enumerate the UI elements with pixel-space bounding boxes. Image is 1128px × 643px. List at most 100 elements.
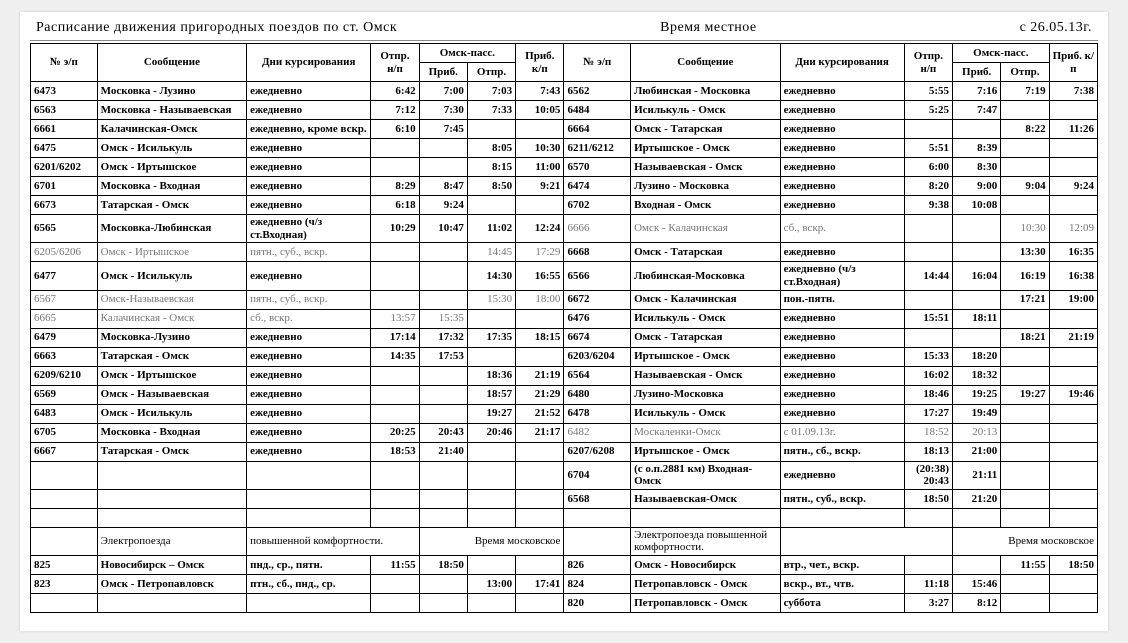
train-num: 6476: [564, 309, 631, 328]
train-num: 6482: [564, 423, 631, 442]
dep: 18:57: [467, 385, 515, 404]
route: Называевская - Омск: [631, 158, 780, 177]
days: ежедневно: [780, 309, 904, 328]
days: ежедневно: [780, 243, 904, 262]
dep: [1001, 404, 1049, 423]
route: Входная - Омск: [631, 196, 780, 215]
dep: [467, 196, 515, 215]
dep-np: 14:35: [371, 347, 419, 366]
arr: 7:30: [419, 101, 467, 120]
days: ежедневно: [780, 404, 904, 423]
route: Омск - Калачинская: [631, 290, 780, 309]
arr: [953, 328, 1001, 347]
arr-kp: 18:00: [516, 290, 564, 309]
dep: 19:27: [1001, 385, 1049, 404]
table-head: № э/п Сообщение Дни курсирования Отпр. н…: [31, 44, 1098, 82]
days: ежедневно: [780, 366, 904, 385]
train-num: 6664: [564, 120, 631, 139]
schedule-table: № э/п Сообщение Дни курсирования Отпр. н…: [30, 43, 1098, 613]
dep: [467, 442, 515, 461]
dep: 7:33: [467, 101, 515, 120]
dep-np: [904, 243, 952, 262]
col-route: Сообщение: [97, 44, 246, 82]
route: Калачинская-Омск: [97, 120, 246, 139]
train-num: 6705: [31, 423, 98, 442]
dep-np: 3:27: [904, 594, 952, 613]
col-omsk-pass: Омск-пасс.: [419, 44, 516, 63]
days: ежедневно: [780, 101, 904, 120]
arr-kp: 16:35: [1049, 243, 1097, 262]
arr-kp: 21:17: [516, 423, 564, 442]
route: Называевская - Омск: [631, 366, 780, 385]
train-num: 6667: [31, 442, 98, 461]
arr-kp: 21:19: [516, 366, 564, 385]
route: Петропавловск - Омск: [631, 575, 780, 594]
arr-kp: [1049, 366, 1097, 385]
dep: 13:00: [467, 575, 515, 594]
train-num: 6477: [31, 262, 98, 290]
arr-kp: [516, 442, 564, 461]
table-row: 6475Омск - Исилькульежедневно8:0510:3062…: [31, 139, 1098, 158]
arr: 8:39: [953, 139, 1001, 158]
train-num: 826: [564, 556, 631, 575]
train-num: 6205/6206: [31, 243, 98, 262]
dep-np: 17:14: [371, 328, 419, 347]
dep: 11:55: [1001, 556, 1049, 575]
arr: [419, 158, 467, 177]
arr-kp: [1049, 594, 1097, 613]
arr-kp: 19:00: [1049, 290, 1097, 309]
dep: 19:27: [467, 404, 515, 423]
arr: 8:12: [953, 594, 1001, 613]
dep-np: 14:44: [904, 262, 952, 290]
arr-kp: 18:50: [1049, 556, 1097, 575]
train-num: 6201/6202: [31, 158, 98, 177]
dep-np: 11:55: [371, 556, 419, 575]
arr: [419, 290, 467, 309]
arr: 9:24: [419, 196, 467, 215]
route: Омск - Новосибирск: [631, 556, 780, 575]
arr-kp: 12:09: [1049, 215, 1097, 243]
arr-kp: 9:24: [1049, 177, 1097, 196]
dep: 18:36: [467, 366, 515, 385]
train-num: 6479: [31, 328, 98, 347]
dep: [1001, 158, 1049, 177]
train-num: 6480: [564, 385, 631, 404]
days: с 01.09.13г.: [780, 423, 904, 442]
train-num: 6474: [564, 177, 631, 196]
route: Омск - Татарская: [631, 328, 780, 347]
dep-np: 8:20: [904, 177, 952, 196]
days: пятн., суб., вскр.: [780, 489, 904, 508]
days: пятн., суб., вскр.: [247, 243, 371, 262]
arr: 19:49: [953, 404, 1001, 423]
route: Омск - Калачинская: [631, 215, 780, 243]
dep: [1001, 594, 1049, 613]
table-row: 6705Московка - Входнаяежедневно20:2520:4…: [31, 423, 1098, 442]
days: ежедневно: [247, 385, 371, 404]
arr: [953, 290, 1001, 309]
table-row: 6701Московка - Входнаяежедневно8:298:478…: [31, 177, 1098, 196]
dep: 8:15: [467, 158, 515, 177]
days: втр., чет., вскр.: [780, 556, 904, 575]
route: Татарская - Омск: [97, 442, 246, 461]
dep-np: 6:00: [904, 158, 952, 177]
days: ежедневно: [247, 101, 371, 120]
days: ежедневно: [780, 461, 904, 489]
arr-kp: [1049, 158, 1097, 177]
arr-kp: 11:26: [1049, 120, 1097, 139]
dep: 20:46: [467, 423, 515, 442]
dep-np: 6:42: [371, 82, 419, 101]
dep-np: [904, 215, 952, 243]
dep: [467, 120, 515, 139]
arr: [419, 139, 467, 158]
dep-np: [371, 158, 419, 177]
route: Любинская-Московка: [631, 262, 780, 290]
header-row: Расписание движения пригородных поездов …: [30, 18, 1098, 41]
dep: 8:05: [467, 139, 515, 158]
dep-np: 5:51: [904, 139, 952, 158]
dep: [467, 556, 515, 575]
arr-kp: 21:52: [516, 404, 564, 423]
arr-kp: [516, 120, 564, 139]
route: Татарская - Омск: [97, 347, 246, 366]
arr-kp: [1049, 101, 1097, 120]
arr-kp: [1049, 489, 1097, 508]
